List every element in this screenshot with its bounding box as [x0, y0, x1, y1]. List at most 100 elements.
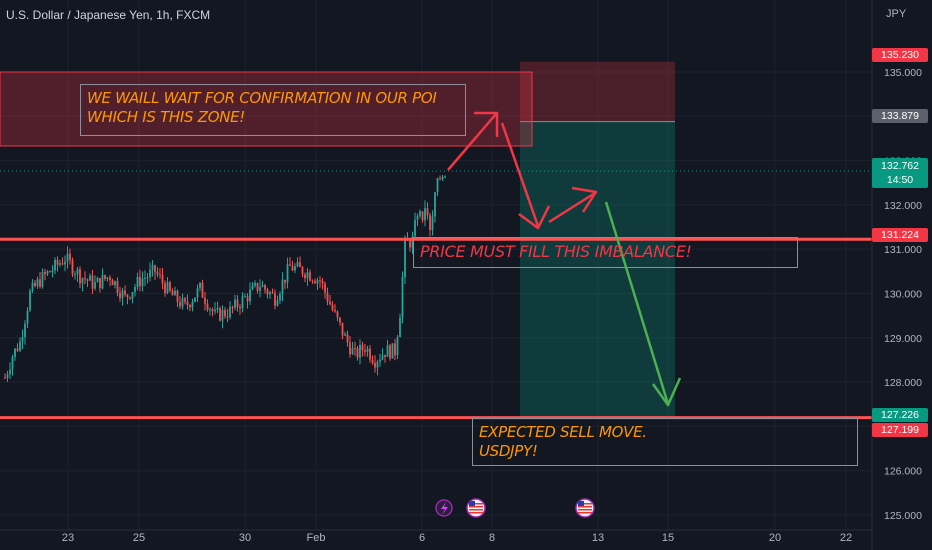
- candle-down: [319, 280, 321, 282]
- candle-up: [136, 276, 139, 288]
- candle-down: [39, 279, 41, 287]
- candle-down: [291, 265, 294, 271]
- price-tick-label: 125.000: [884, 510, 922, 522]
- candle-up: [146, 277, 149, 279]
- price-tag-support: 127.199: [872, 423, 928, 437]
- candle-up: [359, 344, 361, 358]
- candle-up: [64, 261, 66, 265]
- symbol-title[interactable]: U.S. Dollar / Japanese Yen, 1h, FXCM: [6, 8, 211, 22]
- price-tick-label: 130.000: [884, 289, 922, 301]
- candle-down: [119, 292, 121, 299]
- candle-up: [96, 278, 99, 283]
- price-tick-label: 131.000: [884, 244, 922, 256]
- candle-down: [256, 283, 259, 291]
- time-tick-label: Feb: [307, 532, 326, 544]
- candle-up: [404, 237, 406, 278]
- time-tick-label: 23: [62, 532, 74, 544]
- candle-down: [84, 278, 86, 280]
- candle-down: [4, 377, 6, 379]
- candle-up: [166, 282, 169, 294]
- candle-down: [16, 348, 19, 351]
- candle-down: [179, 301, 181, 307]
- candle-up: [411, 236, 414, 248]
- poi-note-line-1: WE WAILL WAIT FOR CONFIRMATION IN OUR PO…: [87, 89, 437, 107]
- candle-down: [321, 280, 324, 284]
- candle-up: [181, 298, 184, 307]
- candle-up: [121, 290, 124, 299]
- candle-down: [389, 345, 391, 359]
- candle-up: [366, 348, 369, 352]
- candle-down: [304, 274, 306, 279]
- candle-up: [149, 269, 151, 278]
- candle-down: [61, 263, 64, 265]
- candle-down: [109, 277, 111, 280]
- lightning-event-glyph: [441, 502, 448, 515]
- candle-down: [71, 260, 74, 275]
- price-tag-last: 132.762 14:50: [872, 158, 928, 188]
- arrow-up-red-2: [548, 191, 596, 224]
- poi-note[interactable]: WE WAILL WAIT FOR CONFIRMATION IN OUR PO…: [80, 84, 466, 136]
- candle-down: [104, 275, 106, 279]
- candle-up: [249, 289, 251, 302]
- take-profit-zone: [520, 121, 675, 417]
- candle-up: [344, 334, 346, 336]
- candle-down: [384, 354, 386, 357]
- candle-down: [274, 293, 276, 306]
- candle-down: [334, 309, 336, 312]
- candle-down: [309, 272, 311, 281]
- candle-up: [376, 361, 379, 368]
- candle-up: [351, 347, 354, 355]
- flag-stripe: [469, 512, 483, 514]
- candle-down: [154, 265, 156, 273]
- candle-down: [169, 282, 171, 291]
- candle-up: [209, 309, 211, 311]
- candle-up: [66, 253, 69, 262]
- candle-down: [429, 215, 431, 231]
- candle-up: [144, 277, 146, 279]
- candle-down: [91, 275, 94, 289]
- candle-down: [364, 350, 366, 352]
- candle-down: [361, 344, 364, 351]
- candle-down: [226, 316, 229, 318]
- last-price-countdown: 14:50: [886, 174, 914, 186]
- candle-down: [34, 282, 36, 287]
- imbalance-note[interactable]: PRICE MUST FILL THIS IMBALANCE!: [413, 237, 798, 268]
- flag-stripe: [578, 503, 592, 505]
- sell-note[interactable]: EXPECTED SELL MOVE. USDJPY!: [472, 418, 858, 466]
- flag-stripe: [578, 509, 592, 511]
- candle-up: [21, 337, 24, 342]
- candle-down: [224, 309, 226, 317]
- arrowhead-red-2: [518, 205, 551, 230]
- candle-down: [299, 262, 301, 268]
- candle-up: [131, 292, 134, 299]
- candle-up: [381, 354, 384, 360]
- candle-up: [279, 293, 281, 301]
- time-tick-label: 6: [419, 532, 425, 544]
- candle-down: [356, 348, 359, 358]
- candle-up: [241, 296, 244, 309]
- candle-down: [206, 303, 209, 310]
- candle-down: [99, 278, 101, 289]
- candle-down: [236, 299, 239, 308]
- sell-note-line-1: EXPECTED SELL MOVE.: [479, 423, 647, 441]
- price-tick-label: 135.000: [884, 67, 922, 79]
- candle-down: [289, 264, 291, 266]
- arrow-up-red-1: [447, 113, 497, 171]
- time-tick-label: 25: [133, 532, 145, 544]
- candle-down: [231, 306, 234, 308]
- candle-up: [36, 279, 39, 287]
- price-tick-label: 126.000: [884, 466, 922, 478]
- candle-up: [114, 281, 116, 286]
- price-tick-label: 128.000: [884, 377, 922, 389]
- candle-up: [424, 208, 426, 221]
- poi-note-line-2: WHICH IS THIS ZONE!: [87, 108, 246, 126]
- candle-up: [416, 215, 419, 220]
- candle-up: [194, 297, 196, 302]
- candle-up: [306, 272, 309, 279]
- candle-up: [414, 219, 416, 237]
- time-tick-label: 8: [489, 532, 495, 544]
- candle-up: [59, 263, 61, 265]
- arrowhead-red-3: [571, 186, 598, 213]
